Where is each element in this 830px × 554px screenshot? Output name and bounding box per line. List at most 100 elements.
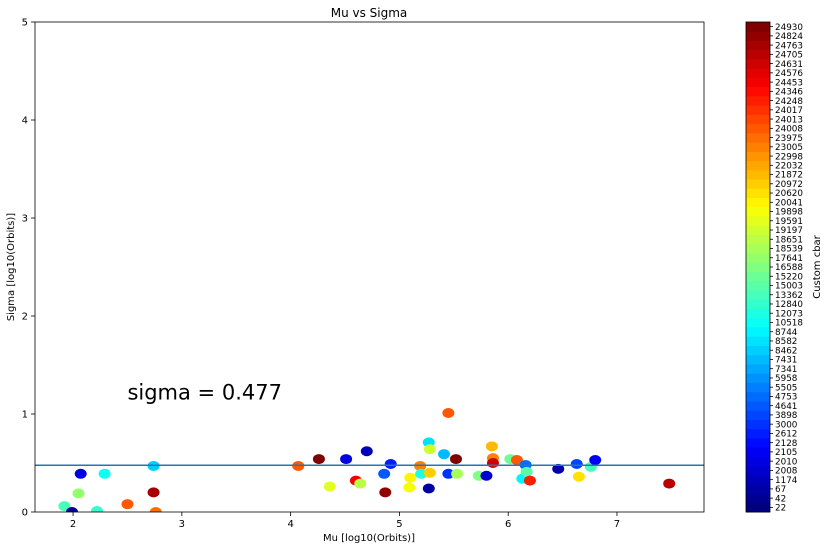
points-layer — [58, 408, 676, 512]
colorbar-bands — [746, 22, 770, 513]
y-axis-label: Sigma [log10(Orbits)] — [6, 213, 17, 321]
colorbar-band — [746, 132, 770, 143]
colorbar-tick-label: 19197 — [775, 226, 803, 236]
colorbar-band — [746, 22, 770, 32]
data-point — [570, 458, 583, 469]
colorbar-tick-label: 22 — [775, 504, 786, 514]
colorbar-tick-label: 8462 — [775, 346, 797, 356]
colorbar-tick-label: 2010 — [775, 457, 798, 467]
colorbar-band — [746, 206, 770, 217]
x-axis: 2 3 4 5 6 7 — [70, 512, 620, 530]
colorbar-tick-label: 24008 — [775, 125, 803, 135]
colorbar-band — [746, 419, 770, 430]
data-point — [589, 455, 602, 466]
colorbar-band — [746, 179, 770, 189]
colorbar-tick-label: 24631 — [775, 60, 803, 70]
colorbar-band — [746, 391, 770, 402]
data-point — [442, 468, 455, 479]
colorbar-band — [746, 77, 770, 88]
colorbar-band — [746, 151, 770, 162]
colorbar-band — [746, 105, 770, 115]
data-point — [451, 468, 464, 479]
colorbar-band — [746, 317, 770, 328]
colorbar-band — [746, 345, 770, 356]
colorbar-tick-label: 2105 — [775, 448, 797, 458]
sigma-annotation: sigma = 0.477 — [127, 380, 282, 404]
colorbar-tick-label: 18539 — [775, 245, 803, 255]
colorbar-band — [746, 216, 770, 226]
colorbar-band — [746, 142, 770, 152]
colorbar: 2242671174200820102105212826123000389846… — [745, 21, 823, 514]
colorbar-band — [746, 114, 770, 125]
colorbar-band — [746, 123, 770, 134]
colorbar-tick-label: 24013 — [775, 115, 803, 125]
colorbar-tick-label: 7431 — [775, 356, 797, 366]
colorbar-tick-label: 16588 — [775, 263, 803, 273]
colorbar-tick-label: 22998 — [775, 152, 803, 162]
data-point — [340, 454, 353, 465]
colorbar-band — [746, 336, 770, 346]
x-tick-label: 5 — [396, 519, 402, 530]
colorbar-band — [746, 262, 770, 273]
data-point — [480, 470, 493, 481]
colorbar-tick-label: 24017 — [775, 106, 803, 116]
x-axis-label: Mu [log10(Orbits)] — [323, 533, 415, 544]
colorbar-band — [746, 86, 770, 97]
data-point — [65, 507, 78, 512]
x-tick-label: 2 — [70, 519, 76, 530]
colorbar-band — [746, 493, 770, 504]
colorbar-band — [746, 475, 770, 485]
data-point — [485, 441, 498, 452]
data-point — [520, 466, 533, 477]
x-tick-label: 3 — [179, 519, 185, 530]
colorbar-band — [746, 49, 770, 60]
y-tick-label: 5 — [22, 18, 28, 29]
colorbar-band — [746, 243, 770, 254]
colorbar-band — [746, 327, 770, 337]
colorbar-band — [746, 253, 770, 263]
data-point — [378, 468, 391, 479]
colorbar-band — [746, 271, 770, 282]
plot-area — [35, 22, 704, 512]
data-point — [442, 408, 455, 419]
data-point — [72, 488, 85, 499]
colorbar-tick-label: 23005 — [775, 143, 803, 153]
chart-title: Mu vs Sigma — [331, 6, 408, 20]
colorbar-tick-label: 24824 — [775, 32, 803, 42]
colorbar-band — [746, 373, 770, 383]
colorbar-tick-label: 2008 — [775, 467, 797, 477]
y-tick-label: 1 — [22, 410, 28, 421]
data-point — [323, 481, 336, 492]
colorbar-tick-label: 20041 — [775, 198, 803, 208]
colorbar-tick-label: 24705 — [775, 51, 803, 61]
colorbar-tick-label: 24930 — [775, 23, 803, 33]
colorbar-tick-label: 2128 — [775, 439, 797, 449]
data-point — [404, 472, 417, 483]
colorbar-tick-label: 2612 — [775, 430, 797, 440]
colorbar-tick-label: 12840 — [775, 300, 803, 310]
data-point — [423, 467, 436, 478]
colorbar-band — [746, 197, 770, 208]
colorbar-tick-label: 24248 — [775, 97, 803, 107]
colorbar-tick-label: 24453 — [775, 78, 803, 88]
data-point — [449, 454, 462, 465]
colorbar-band — [746, 410, 770, 420]
colorbar-band — [746, 225, 770, 236]
colorbar-tick-label: 8582 — [775, 337, 797, 347]
colorbar-tick-label: 8744 — [775, 328, 798, 338]
colorbar-band — [746, 438, 770, 448]
data-point — [422, 483, 435, 494]
colorbar-band — [746, 40, 770, 51]
data-point — [403, 482, 416, 493]
data-point — [147, 487, 160, 498]
data-point — [98, 468, 111, 479]
colorbar-tick-label: 23975 — [775, 134, 803, 144]
data-point — [121, 499, 134, 510]
data-point — [58, 501, 71, 512]
data-point — [510, 455, 523, 466]
data-point — [438, 449, 451, 460]
y-axis: 0 1 2 3 4 5 — [22, 18, 35, 519]
colorbar-tick-label: 20620 — [775, 189, 803, 199]
colorbar-tick-label: 18651 — [775, 235, 803, 245]
